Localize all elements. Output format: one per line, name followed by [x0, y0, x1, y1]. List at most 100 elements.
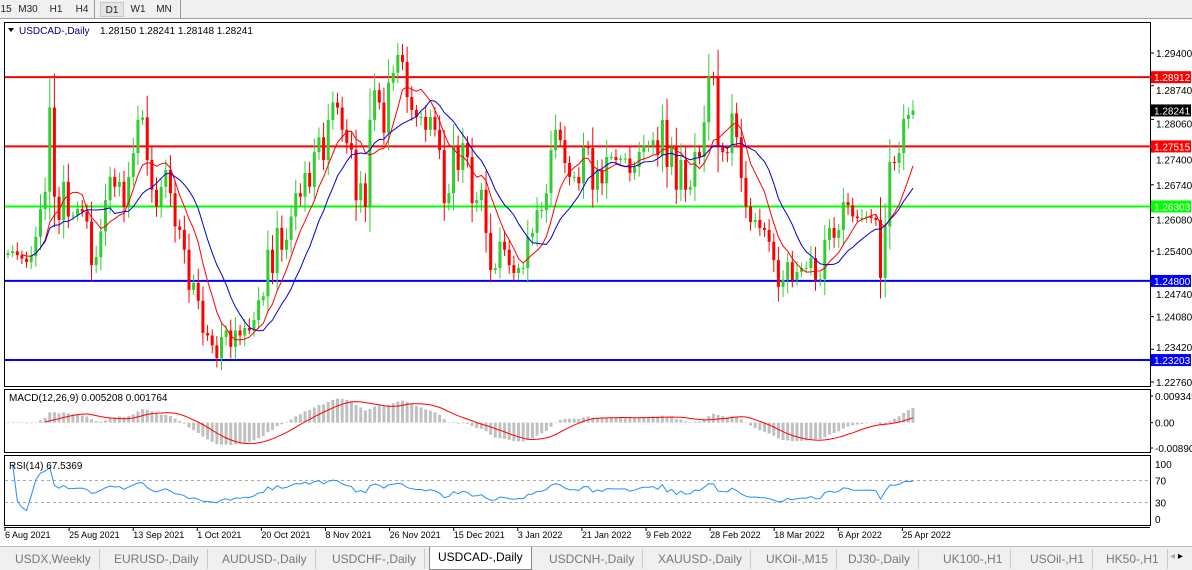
- candle[interactable]: [396, 43, 400, 84]
- candle[interactable]: [34, 226, 38, 267]
- candle[interactable]: [308, 161, 312, 194]
- candle[interactable]: [544, 184, 548, 224]
- candle[interactable]: [117, 172, 121, 197]
- candle[interactable]: [503, 230, 507, 257]
- candle[interactable]: [804, 261, 808, 273]
- candle[interactable]: [150, 146, 154, 203]
- candle[interactable]: [354, 129, 358, 221]
- candle[interactable]: [623, 153, 627, 164]
- candle[interactable]: [586, 140, 590, 156]
- candle[interactable]: [271, 234, 275, 285]
- candle[interactable]: [549, 130, 553, 207]
- candle[interactable]: [837, 223, 841, 248]
- timeframe-h1[interactable]: H1: [49, 4, 63, 15]
- candle[interactable]: [600, 159, 604, 196]
- candle[interactable]: [707, 54, 711, 141]
- candle[interactable]: [809, 246, 813, 276]
- candle[interactable]: [210, 329, 214, 354]
- tab-hk50-h1[interactable]: HK50-,H1: [1098, 549, 1168, 569]
- candle[interactable]: [201, 286, 205, 346]
- candle[interactable]: [159, 177, 163, 219]
- candle[interactable]: [433, 107, 437, 137]
- tab-usdchf-daily[interactable]: USDCHF-,Daily: [324, 549, 425, 569]
- candle[interactable]: [554, 114, 558, 159]
- candle[interactable]: [52, 73, 56, 227]
- candle[interactable]: [739, 119, 743, 192]
- candle[interactable]: [795, 261, 799, 286]
- candle[interactable]: [869, 208, 873, 224]
- candle[interactable]: [670, 136, 674, 176]
- candle[interactable]: [716, 49, 720, 173]
- candle[interactable]: [94, 245, 98, 274]
- timeframe-d1[interactable]: D1: [100, 2, 124, 17]
- candle[interactable]: [331, 91, 335, 130]
- candle[interactable]: [173, 179, 177, 243]
- tab-uk100-h1[interactable]: UK100-,H1: [935, 549, 1012, 569]
- candle[interactable]: [238, 324, 242, 346]
- candle[interactable]: [827, 218, 831, 250]
- tab-next-icon[interactable]: ▸: [1177, 551, 1183, 562]
- candle[interactable]: [303, 161, 307, 212]
- candle[interactable]: [674, 127, 678, 205]
- candle[interactable]: [507, 240, 511, 274]
- candle[interactable]: [43, 177, 47, 221]
- candle[interactable]: [359, 171, 363, 213]
- candle[interactable]: [414, 104, 418, 127]
- candle[interactable]: [155, 177, 159, 217]
- candle[interactable]: [572, 171, 576, 183]
- candle[interactable]: [280, 215, 284, 262]
- tab-scroll-arrows[interactable]: ◂ ▸: [1170, 551, 1183, 562]
- candle[interactable]: [521, 262, 525, 275]
- candle[interactable]: [535, 197, 539, 247]
- candle[interactable]: [790, 250, 794, 288]
- candle[interactable]: [772, 233, 776, 273]
- candle[interactable]: [540, 201, 544, 219]
- candle[interactable]: [711, 71, 715, 86]
- candle[interactable]: [38, 194, 42, 251]
- candle[interactable]: [512, 255, 516, 281]
- tab-prev-icon[interactable]: ◂: [1170, 551, 1176, 562]
- candle[interactable]: [470, 137, 474, 223]
- candle[interactable]: [651, 132, 655, 154]
- candle[interactable]: [484, 170, 488, 253]
- candle[interactable]: [229, 319, 233, 359]
- candle[interactable]: [257, 287, 261, 329]
- candle[interactable]: [814, 246, 818, 291]
- candle[interactable]: [702, 105, 706, 173]
- candle[interactable]: [753, 212, 757, 228]
- candle[interactable]: [99, 218, 103, 271]
- candle[interactable]: [178, 219, 182, 240]
- candle[interactable]: [911, 100, 915, 120]
- candle[interactable]: [781, 270, 785, 298]
- candle[interactable]: [786, 253, 790, 294]
- tab-usoil-h1[interactable]: USOil-,H1: [1022, 549, 1094, 569]
- candle[interactable]: [855, 209, 859, 222]
- candle[interactable]: [735, 102, 739, 147]
- candle[interactable]: [800, 262, 804, 277]
- timeframe-m15[interactable]: M15: [0, 4, 12, 15]
- candle[interactable]: [387, 59, 391, 151]
- candle[interactable]: [832, 217, 836, 248]
- candle[interactable]: [233, 317, 237, 359]
- candle[interactable]: [141, 110, 145, 125]
- candle[interactable]: [317, 127, 321, 160]
- candle[interactable]: [80, 200, 84, 217]
- candle[interactable]: [698, 146, 702, 165]
- candle[interactable]: [289, 205, 293, 254]
- candle[interactable]: [637, 141, 641, 177]
- candle[interactable]: [526, 219, 530, 283]
- tab-usdcnh-daily[interactable]: USDCNH-,Daily: [541, 549, 644, 569]
- tab-ukoil-m15[interactable]: UKOil-,M15: [758, 549, 838, 569]
- candle[interactable]: [90, 201, 94, 282]
- timeframe-h4[interactable]: H4: [75, 4, 89, 15]
- candle[interactable]: [665, 98, 669, 188]
- candle[interactable]: [15, 242, 19, 261]
- candle[interactable]: [475, 191, 479, 212]
- candle[interactable]: [846, 192, 850, 215]
- candle[interactable]: [219, 322, 223, 370]
- candle[interactable]: [563, 126, 567, 174]
- candle[interactable]: [841, 187, 845, 246]
- candle[interactable]: [164, 159, 168, 198]
- tab-xauusd-daily[interactable]: XAUUSD-,Daily: [650, 549, 752, 569]
- candle[interactable]: [25, 251, 29, 268]
